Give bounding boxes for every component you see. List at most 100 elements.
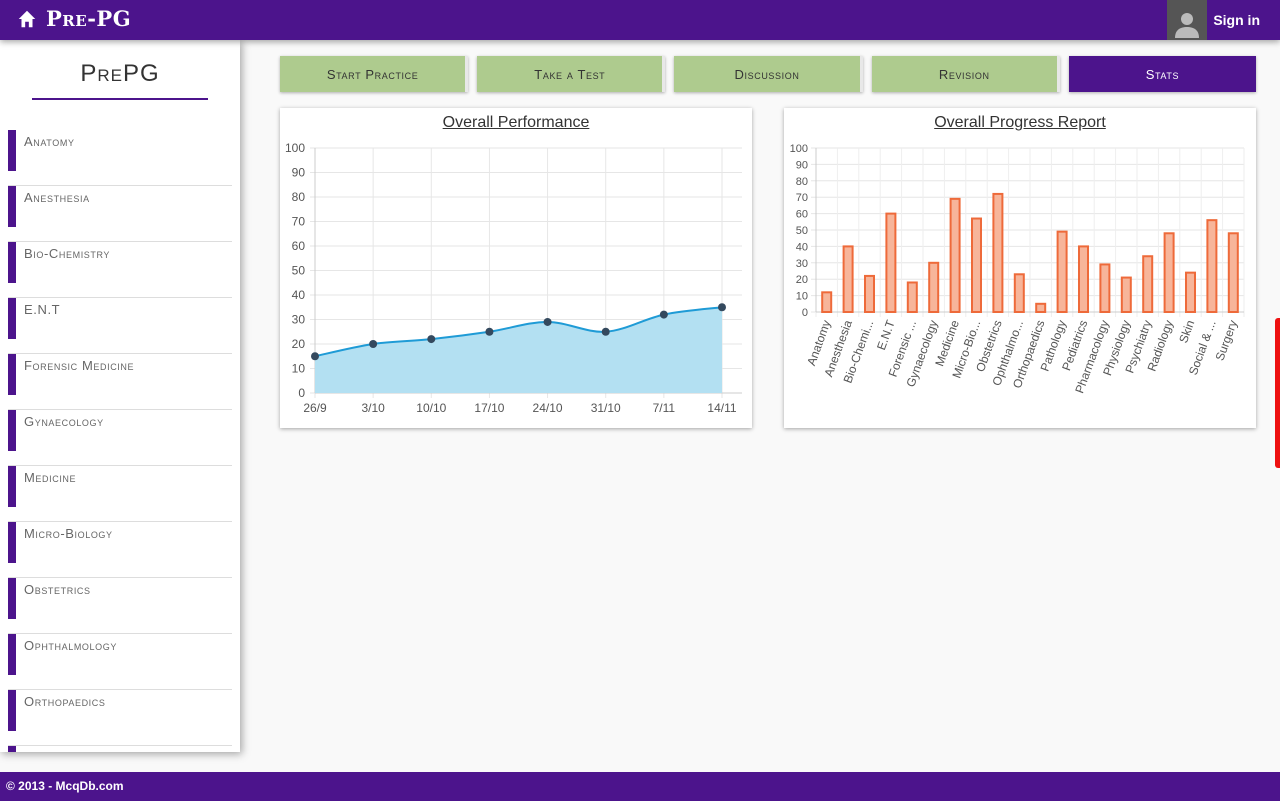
x-tick-label: E.N.T <box>874 318 898 352</box>
bar[interactable] <box>1013 273 1025 313</box>
sidebar-item-label: Orthopaedics <box>24 694 106 709</box>
sign-in-button[interactable]: Sign in <box>1167 0 1260 40</box>
data-point[interactable] <box>718 303 726 312</box>
sidebar-item[interactable]: E.N.T <box>8 298 232 354</box>
sign-in-label: Sign in <box>1213 12 1260 28</box>
y-tick-label: 50 <box>796 225 808 237</box>
y-tick-label: 0 <box>802 307 808 319</box>
sidebar-item[interactable]: Orthopaedics <box>8 690 232 746</box>
sidebar-item[interactable]: Ophthalmology <box>8 634 232 690</box>
bar[interactable] <box>1035 302 1047 314</box>
top-navbar: Pre-PG Sign in <box>0 0 1280 40</box>
bar[interactable] <box>949 197 961 313</box>
y-tick-label: 90 <box>292 166 306 180</box>
series-line <box>314 306 723 358</box>
x-tick-label: 24/10 <box>533 401 563 415</box>
bar[interactable] <box>821 291 833 314</box>
bar[interactable] <box>1227 232 1239 313</box>
footer-text: © 2013 - McqDb.com <box>6 779 124 793</box>
sidebar-item[interactable]: Micro-Biology <box>8 522 232 578</box>
bar[interactable] <box>971 217 982 313</box>
bar[interactable] <box>1206 219 1218 313</box>
sidebar-item[interactable]: Forensic Medicine <box>8 354 232 410</box>
bar[interactable] <box>1142 255 1154 314</box>
y-tick-label: 10 <box>292 362 306 376</box>
y-tick-label: 80 <box>292 190 306 204</box>
sidebar-item-marker <box>8 186 16 227</box>
bar[interactable] <box>1185 271 1196 313</box>
sidebar-item[interactable]: Bio-Chemistry <box>8 242 232 298</box>
data-point[interactable] <box>311 352 319 361</box>
home-icon <box>18 10 36 27</box>
y-tick-label: 30 <box>796 258 808 270</box>
y-tick-label: 30 <box>292 313 306 327</box>
sidebar-item[interactable]: Medicine <box>8 466 232 522</box>
sidebar-item-marker <box>8 410 16 451</box>
sidebar-item-marker <box>8 522 16 563</box>
bar[interactable] <box>885 212 897 313</box>
data-point[interactable] <box>485 327 494 336</box>
sidebar-item-label: Obstetrics <box>24 582 91 597</box>
bar[interactable] <box>864 274 875 313</box>
brand-title: Pre-PG <box>46 6 132 31</box>
sidebar-item-marker <box>8 242 16 283</box>
sidebar-item-marker <box>8 690 16 731</box>
bar[interactable] <box>1163 232 1175 313</box>
y-tick-label: 90 <box>796 159 808 171</box>
tab-discussion[interactable]: Discussion <box>674 56 863 92</box>
y-tick-label: 50 <box>292 264 306 278</box>
bar[interactable] <box>928 261 940 314</box>
sidebar-item[interactable]: Gynaecology <box>8 410 232 466</box>
overall-performance-chart: 0 10 20 30 40 50 60 70 80 90 100 26/9 3/10 10/10 17/10… <box>285 141 742 415</box>
user-icon <box>1175 13 1200 38</box>
y-tick-label: 0 <box>298 386 305 400</box>
progress-report-chart: 0102030405060708090100AnatomyAnesthesiaB… <box>790 143 1245 395</box>
sidebar-item-label: Gynaecology <box>24 414 104 429</box>
x-tick-label: 31/10 <box>591 401 621 415</box>
sidebar-item[interactable]: Anesthesia <box>8 186 232 242</box>
gridlines <box>811 147 1245 317</box>
sidebar-item[interactable]: Obstetrics <box>8 578 232 634</box>
x-tick-label: 10/10 <box>416 401 446 415</box>
avatar <box>1167 0 1208 40</box>
data-point[interactable] <box>427 335 436 344</box>
bar[interactable] <box>1056 230 1068 313</box>
y-tick-label: 20 <box>796 274 808 286</box>
tab-start-practice[interactable]: Start Practice <box>280 56 469 92</box>
y-tick-label: 80 <box>796 176 808 188</box>
tab-take-a-test[interactable]: Take a Test <box>477 56 666 92</box>
x-tick-label: 3/10 <box>361 401 385 415</box>
data-point[interactable] <box>601 327 610 336</box>
data-point[interactable] <box>543 317 552 326</box>
bar[interactable] <box>1099 263 1111 314</box>
sidebar-item-label: Medicine <box>24 470 77 485</box>
y-tick-label: 20 <box>292 337 306 351</box>
sidebar-item-marker <box>8 746 16 752</box>
bar[interactable] <box>1078 245 1089 313</box>
x-tick-label: 17/10 <box>474 401 504 415</box>
bar[interactable] <box>842 245 854 313</box>
brand-link[interactable]: Pre-PG <box>16 6 131 31</box>
sidebar-item-marker <box>8 298 16 339</box>
y-tick-label: 100 <box>790 143 808 155</box>
footer: © 2013 - McqDb.com <box>0 772 1280 801</box>
data-point[interactable] <box>659 310 668 319</box>
sidebar-item-marker <box>8 354 16 395</box>
sidebar-item[interactable]: Pathology <box>8 746 232 752</box>
x-tick-label: Skin <box>1176 318 1197 345</box>
scroll-indicator[interactable] <box>1275 318 1280 468</box>
y-tick-label: 10 <box>796 291 808 303</box>
bar[interactable] <box>1120 276 1132 313</box>
bar[interactable] <box>906 281 918 313</box>
tab-bar: Start Practice Take a Test Discussion Revis… <box>280 56 1256 92</box>
y-tick-label: 70 <box>796 192 808 204</box>
tab-revision[interactable]: Revision <box>871 56 1060 92</box>
y-tick-label: 100 <box>285 141 305 155</box>
bar[interactable] <box>992 192 1004 313</box>
y-tick-label: 70 <box>292 215 306 229</box>
data-point[interactable] <box>369 340 378 348</box>
sidebar-divider <box>32 98 208 100</box>
tab-stats[interactable]: Stats <box>1068 56 1256 92</box>
sidebar-item[interactable]: Anatomy <box>8 130 232 186</box>
sidebar-item-label: Anesthesia <box>24 190 90 205</box>
